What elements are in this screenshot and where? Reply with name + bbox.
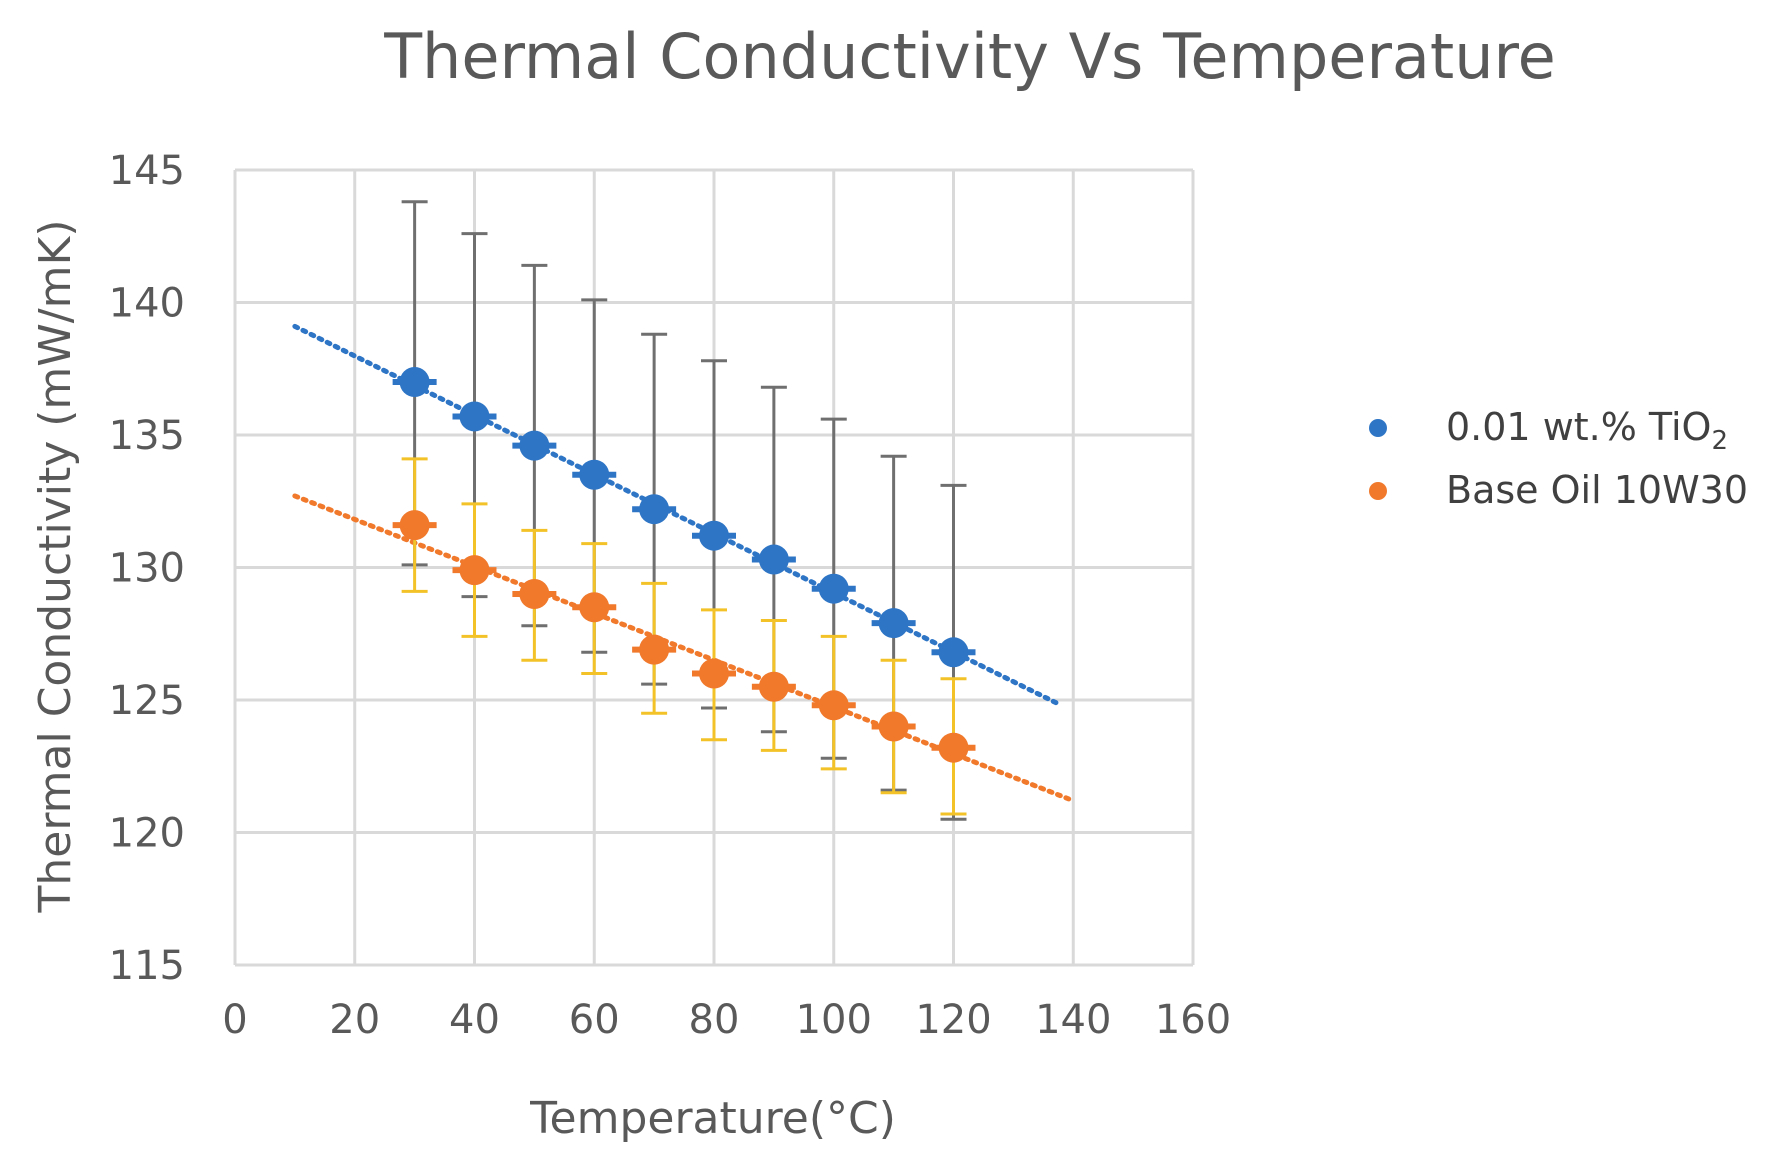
data-points: [392, 367, 976, 763]
data-point-series-1: [579, 592, 610, 623]
chart-title: Thermal Conductivity Vs Temperature: [383, 20, 1556, 93]
data-point-series-0: [878, 608, 909, 639]
x-tick-label: 100: [796, 997, 872, 1043]
x-tick-label: 120: [915, 997, 991, 1043]
data-point-series-0: [459, 401, 490, 432]
data-point-series-1: [459, 555, 490, 586]
data-point-series-0: [519, 430, 550, 461]
legend: 0.01 wt.% TiO2 Base Oil 10W30: [1369, 405, 1748, 512]
y-tick-label: 130: [109, 546, 185, 592]
data-point-series-1: [519, 579, 550, 609]
legend-label-series-0: 0.01 wt.% TiO2: [1446, 405, 1728, 456]
x-tick-label: 20: [329, 997, 380, 1043]
data-point-series-1: [399, 510, 430, 541]
data-point-series-0: [938, 637, 969, 668]
data-point-series-1: [758, 671, 789, 702]
data-point-series-0: [399, 367, 430, 397]
legend-label-series-1: Base Oil 10W30: [1446, 468, 1748, 512]
data-point-series-1: [818, 690, 849, 721]
data-point-series-1: [639, 634, 670, 665]
y-axis-title: Thermal Conductivity (mW/mK): [30, 220, 81, 914]
data-point-series-1: [938, 732, 969, 763]
x-tick-label: 0: [222, 997, 247, 1043]
y-tick-label: 115: [109, 943, 185, 989]
x-tick-label: 60: [569, 997, 620, 1043]
x-tick-label: 160: [1155, 997, 1231, 1043]
y-tick-label: 135: [109, 413, 185, 459]
axis-ticks: 0 20 40 60 80 100 120 140 160 115 120 125 130 135 140 1…: [109, 148, 1232, 1043]
x-tick-label: 140: [1035, 997, 1111, 1043]
y-tick-label: 125: [109, 678, 185, 724]
x-axis-title: Temperature(°C): [529, 1093, 896, 1144]
data-point-series-1: [699, 658, 729, 689]
data-point-series-0: [639, 494, 670, 525]
data-point-series-0: [699, 520, 729, 551]
data-point-series-0: [758, 544, 789, 575]
y-tick-label: 120: [109, 811, 185, 857]
legend-marker-series-0: [1369, 419, 1387, 437]
legend-marker-series-1: [1369, 482, 1387, 500]
data-point-series-0: [579, 459, 610, 490]
y-tick-label: 145: [109, 148, 185, 194]
data-point-series-0: [818, 573, 849, 604]
data-point-series-1: [878, 711, 909, 742]
y-tick-label: 140: [109, 281, 185, 327]
x-tick-label: 40: [449, 997, 500, 1043]
x-tick-label: 80: [689, 997, 740, 1043]
